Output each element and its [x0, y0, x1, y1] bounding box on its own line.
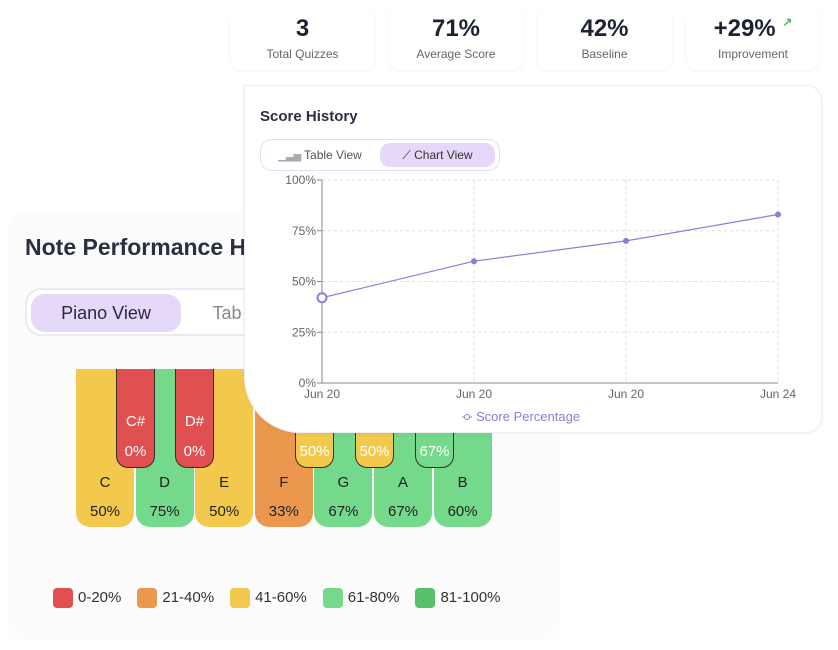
- legend-swatch: [322, 588, 343, 608]
- key-percent: 50%: [89, 503, 121, 520]
- data-point: [471, 258, 477, 265]
- key-percent: 50%: [299, 443, 330, 460]
- x-tick-label: Jun 20: [304, 387, 340, 401]
- y-tick-label: 25%: [292, 325, 316, 339]
- y-tick-label: 0%: [299, 376, 317, 390]
- key-note: D: [159, 474, 171, 491]
- legend-item: 81-100%: [415, 588, 501, 608]
- key-note: C: [99, 474, 111, 491]
- series-line: [321, 213, 779, 299]
- stat-label: Average Score: [416, 47, 496, 61]
- key-percent: 67%: [328, 503, 359, 520]
- line-chart-icon: ⟋: [402, 148, 415, 162]
- key-percent: 50%: [359, 443, 390, 460]
- x-tick-label: Jun 20: [608, 387, 644, 401]
- legend-item: 0-20%: [53, 588, 121, 608]
- stat-card: 71% Average Score: [389, 5, 523, 70]
- x-tick-label: Jun 24: [760, 387, 796, 401]
- key-note: B: [457, 474, 468, 491]
- note-performance-title: Note Performance H: [25, 234, 247, 260]
- stat-label: Total Quizzes: [266, 47, 339, 61]
- legend-swatch: [53, 588, 73, 608]
- key-note: A: [397, 474, 408, 491]
- tab-table-view[interactable]: Tab: [212, 303, 242, 323]
- key-percent: 0%: [124, 443, 147, 460]
- legend-swatch: [137, 588, 158, 608]
- stat-value: +29% ↗: [713, 15, 793, 42]
- key-percent: 0%: [183, 443, 206, 460]
- data-point: [775, 211, 781, 218]
- stat-label: Baseline: [581, 47, 628, 61]
- data-point: [316, 292, 328, 304]
- black-key[interactable]: C# 0%: [116, 369, 155, 468]
- score-history-title: Score History: [260, 108, 358, 125]
- score-history-card: Score History ▁▃▅ Table View ⟋ Chart Vie…: [244, 85, 822, 433]
- data-point: [623, 237, 629, 244]
- y-tick-label: 75%: [292, 224, 316, 238]
- key-note: E: [219, 474, 230, 491]
- legend-marker: [464, 414, 470, 420]
- legend-item: 21-40%: [137, 588, 214, 608]
- legend-swatch: [230, 588, 251, 608]
- black-key[interactable]: D# 0%: [175, 369, 214, 468]
- key-percent: 33%: [268, 503, 299, 520]
- trending-up-icon: ↗: [782, 15, 793, 29]
- bar-chart-icon: ▁▃▅: [278, 151, 305, 162]
- legend-swatch: [415, 588, 436, 608]
- key-note: D#: [184, 413, 205, 430]
- stat-value: 71%: [431, 15, 481, 42]
- key-percent: 67%: [387, 503, 419, 520]
- x-tick-label: Jun 20: [456, 387, 492, 401]
- key-percent: 75%: [149, 503, 180, 520]
- stat-card: 42% Baseline: [537, 5, 672, 70]
- key-note: C#: [125, 413, 146, 430]
- legend-item: 41-60%: [230, 588, 307, 608]
- y-tick-label: 100%: [285, 173, 316, 187]
- tab-piano-view[interactable]: Piano View: [31, 294, 181, 332]
- legend-label: Score Percentage: [476, 409, 580, 424]
- white-key-c[interactable]: C 50%: [76, 369, 134, 527]
- y-tick-label: 50%: [292, 275, 316, 289]
- key-percent: 67%: [419, 443, 450, 460]
- stat-label: Improvement: [717, 47, 789, 61]
- key-note: G: [337, 474, 350, 491]
- color-legend: 0-20% 21-40% 41-60% 61-80% 81-100%: [53, 588, 501, 608]
- chart-view-toggle: ▁▃▅ Table View ⟋ Chart View: [260, 139, 500, 171]
- key-note: F: [279, 474, 289, 491]
- legend-item: 61-80%: [322, 588, 399, 608]
- tab-chart-view[interactable]: ⟋ Chart View: [380, 143, 495, 167]
- stat-card: +29% ↗ Improvement: [686, 5, 820, 70]
- stat-value: 42%: [580, 15, 629, 42]
- key-percent: 50%: [209, 503, 240, 520]
- stat-value: 3: [295, 15, 310, 42]
- tab-table-view[interactable]: ▁▃▅ Table View: [278, 148, 362, 162]
- stat-card: 3 Total Quizzes: [230, 5, 375, 70]
- key-percent: 60%: [447, 503, 478, 520]
